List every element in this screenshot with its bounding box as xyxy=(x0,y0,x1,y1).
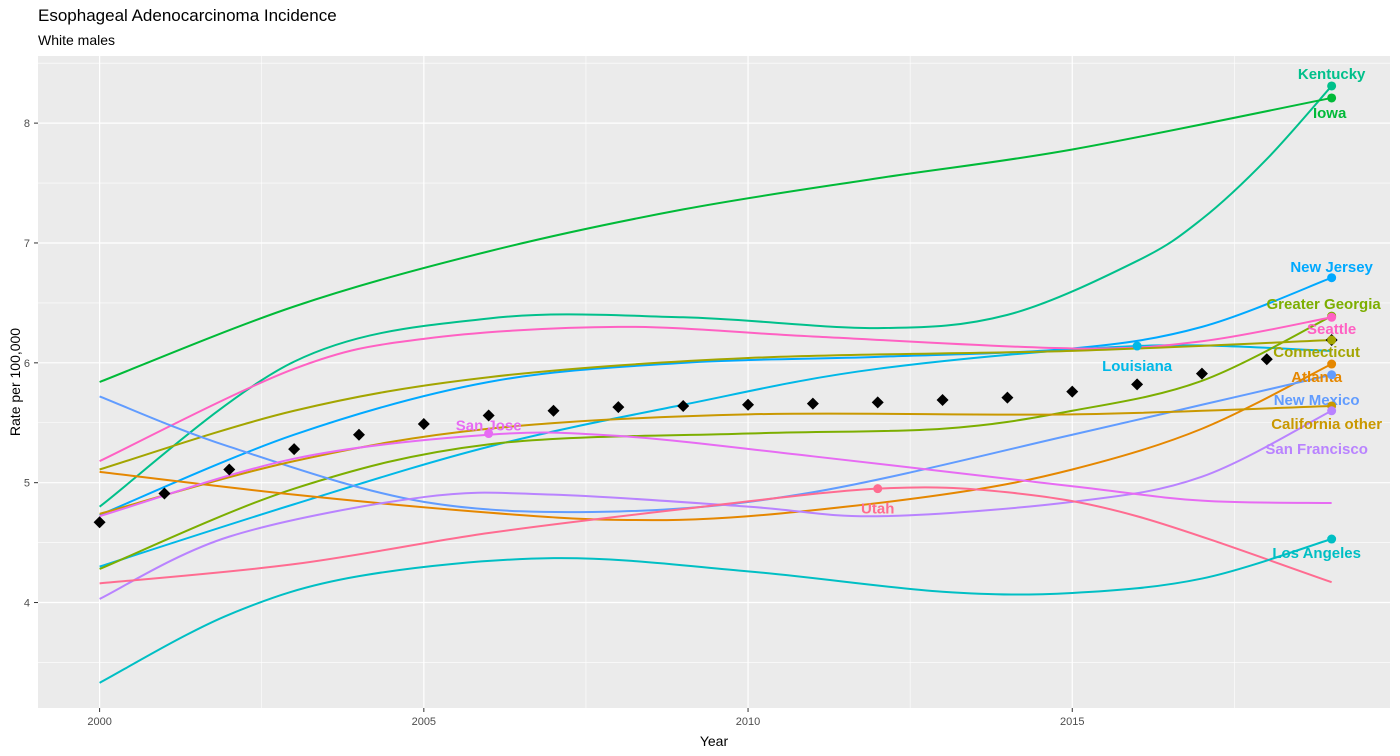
mean-point xyxy=(1260,353,1273,366)
series-label-louisiana: Louisiana xyxy=(1102,358,1173,375)
series-line-atlanta xyxy=(99,363,1333,522)
series-line-san-francisco xyxy=(99,409,1333,600)
x-tick-label: 2000 xyxy=(87,716,111,728)
series-line-greater-georgia xyxy=(99,315,1333,570)
x-tick-label: 2010 xyxy=(736,716,760,728)
label-point-san-francisco xyxy=(1327,406,1337,416)
series-label-new-mexico: New Mexico xyxy=(1274,392,1360,409)
y-tick-label: 4 xyxy=(24,598,30,610)
series-label-iowa: Iowa xyxy=(1313,105,1347,122)
mean-point xyxy=(806,397,819,410)
y-tick-label: 7 xyxy=(24,238,30,250)
series-label-seattle: Seattle xyxy=(1307,321,1356,338)
x-tick-label: 2015 xyxy=(1060,716,1084,728)
y-tick-label: 8 xyxy=(24,118,30,130)
label-point-connecticut xyxy=(1327,335,1337,345)
series-line-california-other xyxy=(99,404,1332,515)
mean-point xyxy=(871,396,884,409)
series-line-new-jersey xyxy=(99,276,1332,516)
series-label-california-other: California other xyxy=(1271,416,1382,433)
label-point-los-angeles xyxy=(1327,534,1337,544)
mean-point xyxy=(936,393,949,406)
series-label-utah: Utah xyxy=(861,501,894,518)
label-point-seattle xyxy=(1327,312,1337,322)
chart-title: Esophageal Adenocarcinoma Incidence xyxy=(38,6,337,25)
series-label-san-jose: San Jose xyxy=(456,418,522,435)
chart-subtitle: White males xyxy=(38,32,116,48)
series-label-los-angeles: Los Angeles xyxy=(1272,545,1361,562)
series-line-utah xyxy=(99,486,1332,585)
mean-point xyxy=(352,428,365,441)
series-line-los-angeles xyxy=(99,538,1332,684)
series-line-seattle xyxy=(99,316,1332,463)
x-tick-label: 2005 xyxy=(412,716,436,728)
label-point-atlanta xyxy=(1327,359,1337,369)
y-axis-label: Rate per 100,000 xyxy=(7,328,23,436)
label-point-kentucky xyxy=(1327,81,1337,91)
mean-point xyxy=(742,398,755,411)
label-point-iowa xyxy=(1327,93,1337,103)
label-point-san-jose xyxy=(484,429,494,439)
label-point-louisiana xyxy=(1132,341,1142,351)
label-point-new-jersey xyxy=(1327,273,1337,283)
mean-point xyxy=(1131,378,1144,391)
series-label-connecticut: Connecticut xyxy=(1273,344,1360,361)
mean-point xyxy=(547,404,560,417)
mean-point xyxy=(482,409,495,422)
x-axis-label: Year xyxy=(700,733,729,749)
mean-point xyxy=(93,516,106,529)
label-point-utah xyxy=(873,484,883,494)
mean-point xyxy=(288,443,301,456)
mean-point xyxy=(677,399,690,412)
mean-point xyxy=(1195,367,1208,380)
label-point-new-mexico xyxy=(1327,370,1337,380)
y-tick-label: 5 xyxy=(24,478,30,490)
mean-point xyxy=(1001,391,1014,404)
series-label-greater-georgia: Greater Georgia xyxy=(1267,296,1382,313)
mean-point xyxy=(158,487,171,500)
series-line-kentucky xyxy=(99,85,1333,508)
series-line-san-jose xyxy=(99,431,1332,518)
series-line-iowa xyxy=(99,96,1332,383)
y-tick-label: 6 xyxy=(24,358,30,370)
series-label-new-jersey: New Jersey xyxy=(1290,259,1373,276)
mean-point xyxy=(417,417,430,430)
mean-point xyxy=(612,401,625,414)
series-label-san-francisco: San Francisco xyxy=(1265,441,1368,458)
mean-point xyxy=(1066,385,1079,398)
series-label-kentucky: Kentucky xyxy=(1298,66,1366,83)
mean-point xyxy=(223,463,236,476)
series-line-connecticut xyxy=(99,339,1332,471)
